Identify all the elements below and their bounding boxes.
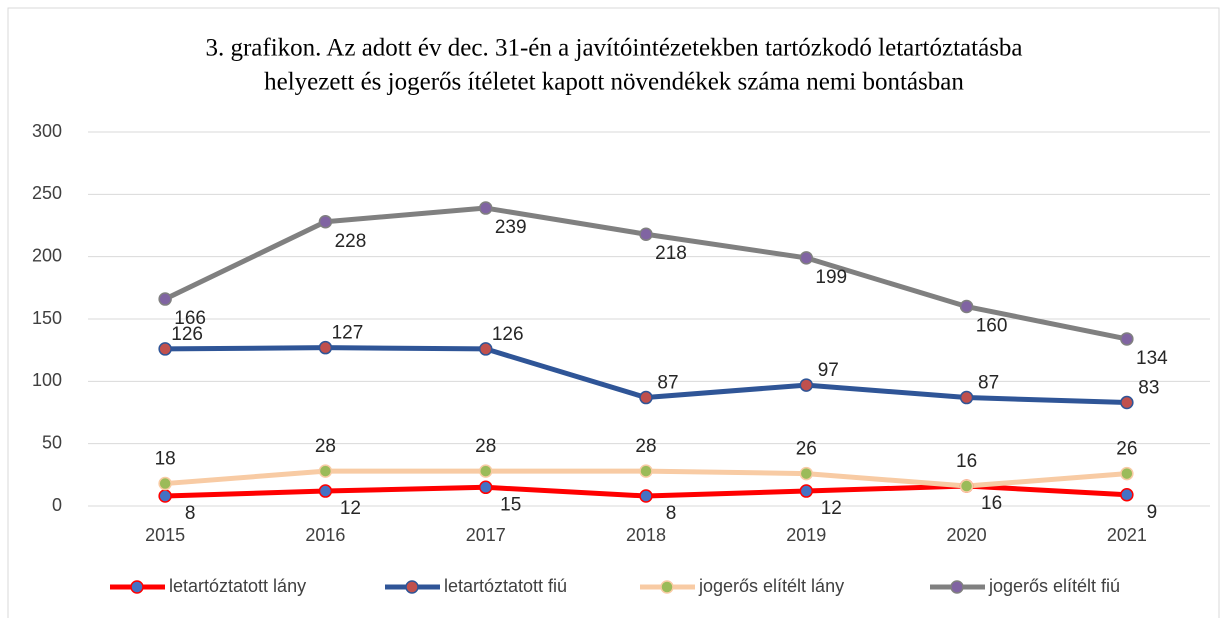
data-label: 126 xyxy=(171,324,203,345)
data-label: 228 xyxy=(335,231,367,252)
marker xyxy=(639,390,653,405)
marker xyxy=(799,378,814,392)
data-label: 97 xyxy=(818,360,839,381)
marker xyxy=(799,484,814,498)
marker xyxy=(158,476,172,491)
data-label: 16 xyxy=(981,493,1002,514)
marker xyxy=(158,489,172,503)
y-tick-label: 250 xyxy=(32,183,62,203)
marker xyxy=(158,292,172,306)
marker xyxy=(1120,395,1134,410)
y-tick-label: 0 xyxy=(52,495,62,515)
marker xyxy=(318,484,333,498)
data-label: 28 xyxy=(315,436,336,457)
y-tick-label: 150 xyxy=(32,308,62,328)
data-label: 28 xyxy=(475,436,496,457)
data-label: 16 xyxy=(956,451,977,472)
data-label: 28 xyxy=(635,436,656,457)
marker xyxy=(959,479,974,493)
marker xyxy=(639,489,653,503)
y-tick-label: 100 xyxy=(32,370,62,390)
data-label: 26 xyxy=(1116,439,1137,460)
legend-label: jogerős elítélt lány xyxy=(698,576,844,596)
data-label: 15 xyxy=(500,494,521,515)
marker xyxy=(478,201,493,215)
marker xyxy=(318,340,333,355)
data-label: 218 xyxy=(655,243,687,264)
marker xyxy=(799,251,814,265)
marker xyxy=(959,390,974,405)
marker xyxy=(478,342,493,356)
data-label: 160 xyxy=(976,316,1008,337)
marker xyxy=(959,299,974,314)
x-tick-label: 2016 xyxy=(305,525,345,545)
marker xyxy=(318,215,333,229)
legend-marker xyxy=(950,580,964,594)
data-label: 87 xyxy=(657,373,678,394)
x-tick-label: 2020 xyxy=(947,525,987,545)
data-label: 239 xyxy=(495,217,527,238)
marker xyxy=(158,342,172,356)
legend-label: jogerős elítélt fiú xyxy=(988,576,1120,596)
legend-marker xyxy=(660,580,674,594)
x-tick-label: 2017 xyxy=(466,525,506,545)
data-label: 127 xyxy=(332,323,364,344)
data-label: 12 xyxy=(821,498,842,519)
chart-title: 3. grafikon. Az adott év dec. 31-én a ja… xyxy=(205,35,1022,62)
x-tick-label: 2019 xyxy=(786,525,826,545)
y-tick-label: 300 xyxy=(32,121,62,141)
chart-border xyxy=(7,7,1220,618)
data-label: 166 xyxy=(174,308,206,329)
data-label: 8 xyxy=(185,503,196,524)
marker xyxy=(639,227,653,241)
x-tick-label: 2018 xyxy=(626,525,666,545)
marker xyxy=(478,464,493,478)
marker xyxy=(799,466,814,481)
legend-label: letartóztatott lány xyxy=(169,576,306,596)
legend-label: letartóztatott fiú xyxy=(444,576,567,596)
y-tick-label: 50 xyxy=(42,432,62,452)
data-label: 18 xyxy=(155,449,176,470)
marker xyxy=(478,480,493,495)
data-label: 8 xyxy=(666,503,677,524)
data-label: 199 xyxy=(815,267,847,288)
legend-marker xyxy=(130,580,144,594)
data-label: 87 xyxy=(978,373,999,394)
marker xyxy=(1120,332,1134,346)
legend-marker xyxy=(405,580,419,594)
marker xyxy=(1120,488,1134,502)
data-label: 26 xyxy=(796,439,817,460)
y-tick-label: 200 xyxy=(32,245,62,265)
data-label: 134 xyxy=(1136,348,1168,369)
data-label: 83 xyxy=(1138,378,1159,399)
x-tick-label: 2021 xyxy=(1107,525,1147,545)
data-label: 126 xyxy=(492,324,524,345)
x-tick-label: 2015 xyxy=(145,525,185,545)
data-label: 12 xyxy=(340,498,361,519)
chart-title: helyezett és jogerős ítéletet kapott növ… xyxy=(264,69,964,96)
marker xyxy=(318,464,333,478)
marker xyxy=(639,464,653,478)
data-label: 9 xyxy=(1147,502,1158,523)
marker xyxy=(1120,466,1134,481)
